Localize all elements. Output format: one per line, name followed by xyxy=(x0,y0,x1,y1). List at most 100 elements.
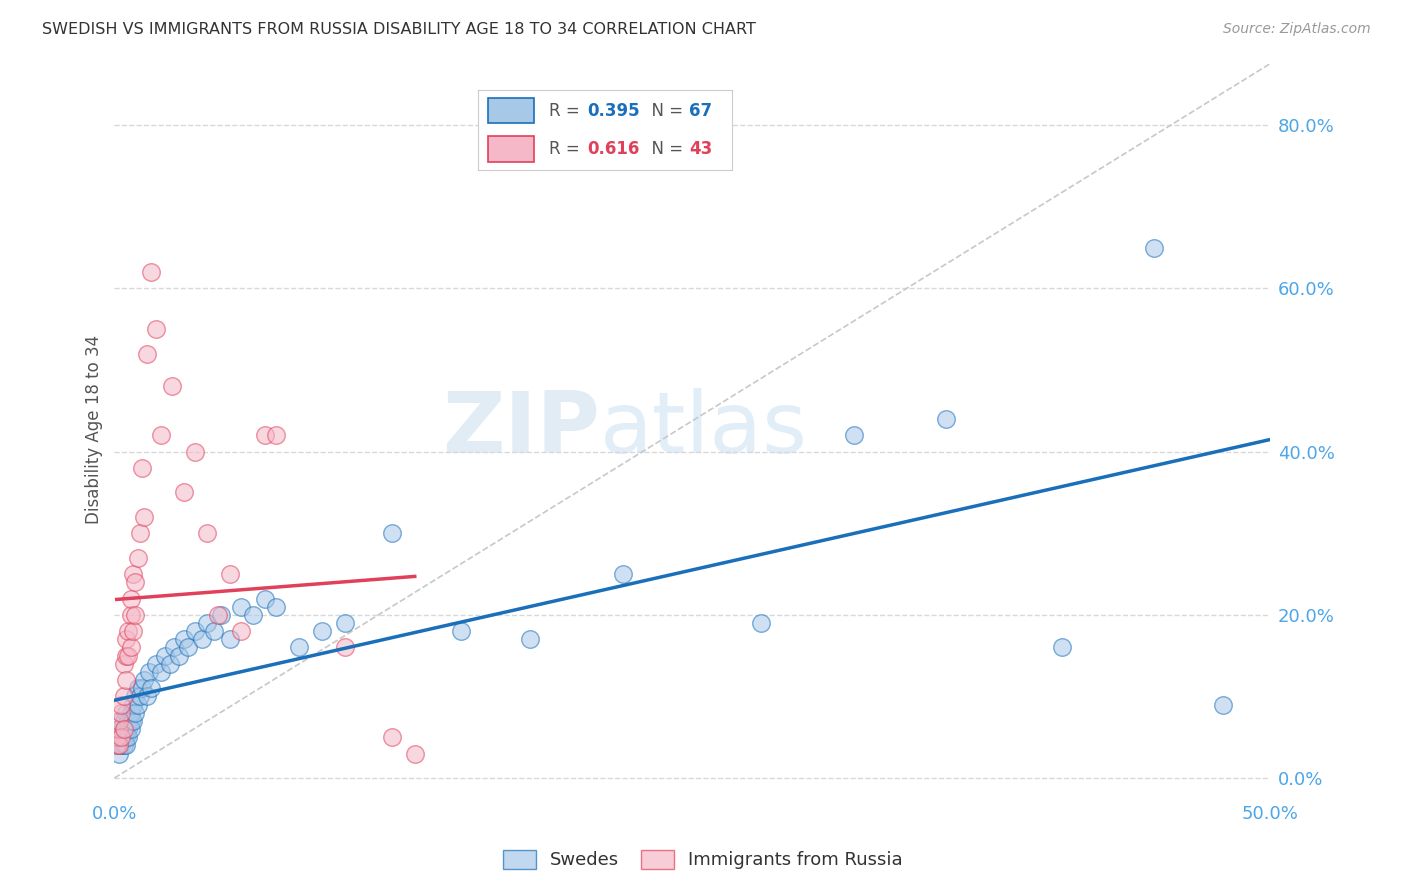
Point xyxy=(155,648,177,663)
Point xyxy=(110,714,132,728)
Point xyxy=(134,510,156,524)
Point xyxy=(842,428,865,442)
Y-axis label: Disability Age 18 to 34: Disability Age 18 to 34 xyxy=(86,334,103,524)
Point xyxy=(1050,640,1073,655)
Point xyxy=(149,665,172,679)
Point xyxy=(112,714,135,728)
Point xyxy=(112,739,135,753)
Point xyxy=(110,698,132,712)
Point xyxy=(209,607,232,622)
Point xyxy=(105,739,128,753)
Point xyxy=(108,722,131,736)
Point xyxy=(120,640,142,655)
Point xyxy=(128,690,150,704)
Point xyxy=(135,347,157,361)
Point xyxy=(159,657,181,671)
Point xyxy=(195,615,218,630)
Point xyxy=(115,673,138,687)
Point xyxy=(131,681,153,696)
Point xyxy=(127,698,149,712)
Point xyxy=(219,632,242,647)
Point xyxy=(335,640,357,655)
Point xyxy=(253,591,276,606)
Point xyxy=(612,567,634,582)
Point xyxy=(381,526,404,541)
Point xyxy=(163,640,186,655)
Point xyxy=(112,722,135,736)
Point xyxy=(141,681,163,696)
Point xyxy=(112,731,135,745)
Point xyxy=(112,657,135,671)
Point xyxy=(288,640,311,655)
Point xyxy=(184,444,207,458)
Point xyxy=(117,648,139,663)
Point xyxy=(242,607,264,622)
Point xyxy=(122,698,145,712)
Point xyxy=(124,690,146,704)
Point xyxy=(112,722,135,736)
Point xyxy=(131,461,153,475)
Point xyxy=(108,739,131,753)
Point xyxy=(105,731,128,745)
Point xyxy=(117,731,139,745)
Point xyxy=(141,265,163,279)
Text: atlas: atlas xyxy=(599,388,807,471)
Text: Source: ZipAtlas.com: Source: ZipAtlas.com xyxy=(1223,22,1371,37)
Point xyxy=(105,731,128,745)
Point xyxy=(127,681,149,696)
Point xyxy=(177,640,200,655)
Point xyxy=(115,739,138,753)
Point xyxy=(134,673,156,687)
Point xyxy=(173,485,195,500)
Point xyxy=(173,632,195,647)
Point xyxy=(149,428,172,442)
Point xyxy=(264,599,287,614)
Point xyxy=(117,714,139,728)
Point xyxy=(105,739,128,753)
Point xyxy=(191,632,214,647)
Point xyxy=(110,739,132,753)
Point xyxy=(145,657,167,671)
Point xyxy=(219,567,242,582)
Point xyxy=(120,706,142,720)
Point xyxy=(135,690,157,704)
Point xyxy=(381,731,404,745)
Point xyxy=(108,714,131,728)
Text: SWEDISH VS IMMIGRANTS FROM RUSSIA DISABILITY AGE 18 TO 34 CORRELATION CHART: SWEDISH VS IMMIGRANTS FROM RUSSIA DISABI… xyxy=(42,22,756,37)
Point xyxy=(264,428,287,442)
Point xyxy=(108,731,131,745)
Point xyxy=(311,624,333,639)
Point xyxy=(112,690,135,704)
Point xyxy=(120,722,142,736)
Point xyxy=(404,747,426,761)
Point xyxy=(122,714,145,728)
Point xyxy=(122,567,145,582)
Point xyxy=(120,607,142,622)
Point xyxy=(110,731,132,745)
Point xyxy=(128,526,150,541)
Point xyxy=(122,624,145,639)
Point xyxy=(110,731,132,745)
Point xyxy=(117,624,139,639)
Point xyxy=(519,632,541,647)
Text: ZIP: ZIP xyxy=(441,388,599,471)
Point xyxy=(115,706,138,720)
Point xyxy=(231,599,253,614)
Point xyxy=(202,624,225,639)
Point xyxy=(145,322,167,336)
Point xyxy=(1143,241,1166,255)
Point xyxy=(110,722,132,736)
Point xyxy=(184,624,207,639)
Point xyxy=(231,624,253,639)
Point xyxy=(108,739,131,753)
Point xyxy=(195,526,218,541)
Point xyxy=(1212,698,1234,712)
Point xyxy=(335,615,357,630)
Point xyxy=(120,714,142,728)
Point xyxy=(167,648,190,663)
Point xyxy=(124,607,146,622)
Point xyxy=(749,615,772,630)
Point xyxy=(138,665,160,679)
Point xyxy=(108,747,131,761)
Point xyxy=(115,731,138,745)
